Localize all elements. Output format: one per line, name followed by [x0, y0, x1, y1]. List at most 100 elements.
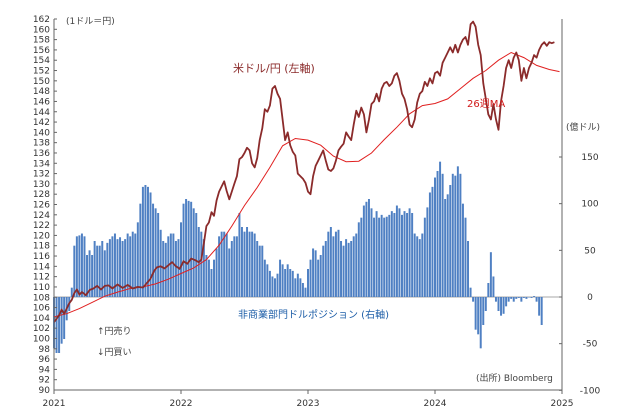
left-tick-label: 122 — [33, 221, 50, 231]
x-tick-label: 2021 — [43, 399, 66, 409]
position-bar — [517, 297, 520, 298]
left-tick-label: 126 — [33, 201, 50, 211]
left-tick-label: 152 — [33, 67, 50, 77]
position-bar — [129, 236, 132, 297]
position-bar — [510, 297, 513, 299]
usdjpy-label: 米ドル/円 (左軸) — [233, 61, 315, 75]
position-bar — [291, 270, 294, 297]
position-bar — [101, 241, 104, 297]
position-bar — [472, 297, 475, 302]
position-bar — [286, 264, 289, 297]
position-bar — [238, 213, 241, 297]
position-bar — [86, 255, 89, 297]
position-bar — [502, 297, 505, 314]
position-bar — [279, 259, 282, 297]
right-axis-unit-label: (億ドル) — [566, 121, 600, 133]
position-bar — [294, 278, 297, 297]
position-bar — [314, 250, 317, 297]
x-axis: 2021 2022 2023 2024 2025 — [43, 389, 573, 409]
position-bar — [492, 276, 495, 297]
position-bar — [296, 273, 299, 297]
position-bar — [340, 241, 343, 297]
left-tick-label: 156 — [33, 46, 50, 56]
position-bar — [55, 297, 58, 353]
position-bar — [317, 259, 320, 297]
position-bar — [220, 231, 223, 297]
position-bar — [482, 297, 485, 325]
position-bar — [426, 207, 429, 297]
position-bar — [63, 297, 66, 339]
position-bar — [98, 245, 101, 297]
position-bar — [436, 171, 439, 297]
position-bar — [301, 283, 304, 297]
left-tick-label: 160 — [33, 25, 50, 35]
position-bar — [446, 194, 449, 297]
position-bar — [284, 269, 287, 297]
position-bar — [520, 297, 523, 302]
left-tick-label: 120 — [33, 231, 50, 241]
position-bar — [223, 231, 226, 297]
yen-sell-note: ↑円売り — [97, 325, 132, 337]
position-bar — [289, 269, 292, 297]
left-tick-label: 146 — [33, 97, 50, 107]
left-tick-label: 162 — [33, 15, 50, 25]
position-bar — [251, 231, 254, 297]
position-bar — [263, 259, 266, 297]
position-bar — [327, 231, 330, 297]
position-bar — [307, 269, 309, 297]
position-bar — [96, 245, 99, 297]
right-axis: -100 -50 0 50 100 150 — [559, 19, 600, 396]
position-bar — [180, 222, 182, 297]
position-bar — [505, 297, 508, 307]
position-bar — [375, 211, 378, 297]
position-bar — [271, 276, 274, 297]
position-bar — [126, 233, 129, 297]
position-bar — [309, 259, 312, 297]
position-bar — [113, 233, 116, 297]
left-tick-label: 142 — [33, 118, 50, 128]
position-bar — [60, 297, 63, 344]
position-bar — [319, 255, 322, 297]
position-bar — [152, 203, 155, 297]
left-tick-label: 100 — [33, 334, 50, 344]
position-bar — [106, 242, 109, 297]
position-bar — [355, 233, 358, 297]
usdjpy-line-group — [53, 20, 555, 323]
position-bar — [464, 217, 467, 297]
position-bar — [500, 297, 503, 316]
right-tick-label: 150 — [581, 153, 598, 163]
left-tick-label: 124 — [33, 211, 50, 221]
position-bar — [444, 199, 447, 297]
position-bar — [362, 205, 365, 297]
position-bar — [489, 252, 492, 297]
position-bar — [352, 236, 355, 297]
position-bar — [174, 241, 177, 297]
position-bar — [202, 239, 205, 297]
position-bar — [373, 217, 376, 297]
position-bar — [494, 297, 497, 302]
position-bar — [240, 227, 243, 297]
x-tick-label: 2024 — [424, 399, 447, 409]
position-bar — [75, 236, 78, 297]
position-bar — [146, 186, 149, 297]
left-tick-label: 140 — [33, 128, 50, 138]
position-bar — [213, 259, 216, 297]
left-tick-label: 128 — [33, 190, 50, 200]
position-bar — [515, 297, 518, 299]
position-bar — [243, 231, 246, 297]
position-bar — [70, 287, 73, 297]
position-bar — [337, 229, 340, 297]
position-bar — [413, 233, 416, 297]
position-bar — [497, 297, 500, 311]
left-tick-label: 92 — [39, 376, 50, 386]
position-bar — [131, 231, 134, 297]
position-bar — [406, 213, 409, 297]
position-bar — [416, 236, 419, 297]
right-tick-label: 100 — [581, 200, 598, 210]
position-bar — [388, 214, 391, 297]
position-bar — [121, 241, 124, 297]
position-bar — [342, 245, 345, 297]
left-axis: 9092949698100102104106108110112114116118… — [33, 15, 57, 396]
position-bar — [459, 173, 462, 297]
